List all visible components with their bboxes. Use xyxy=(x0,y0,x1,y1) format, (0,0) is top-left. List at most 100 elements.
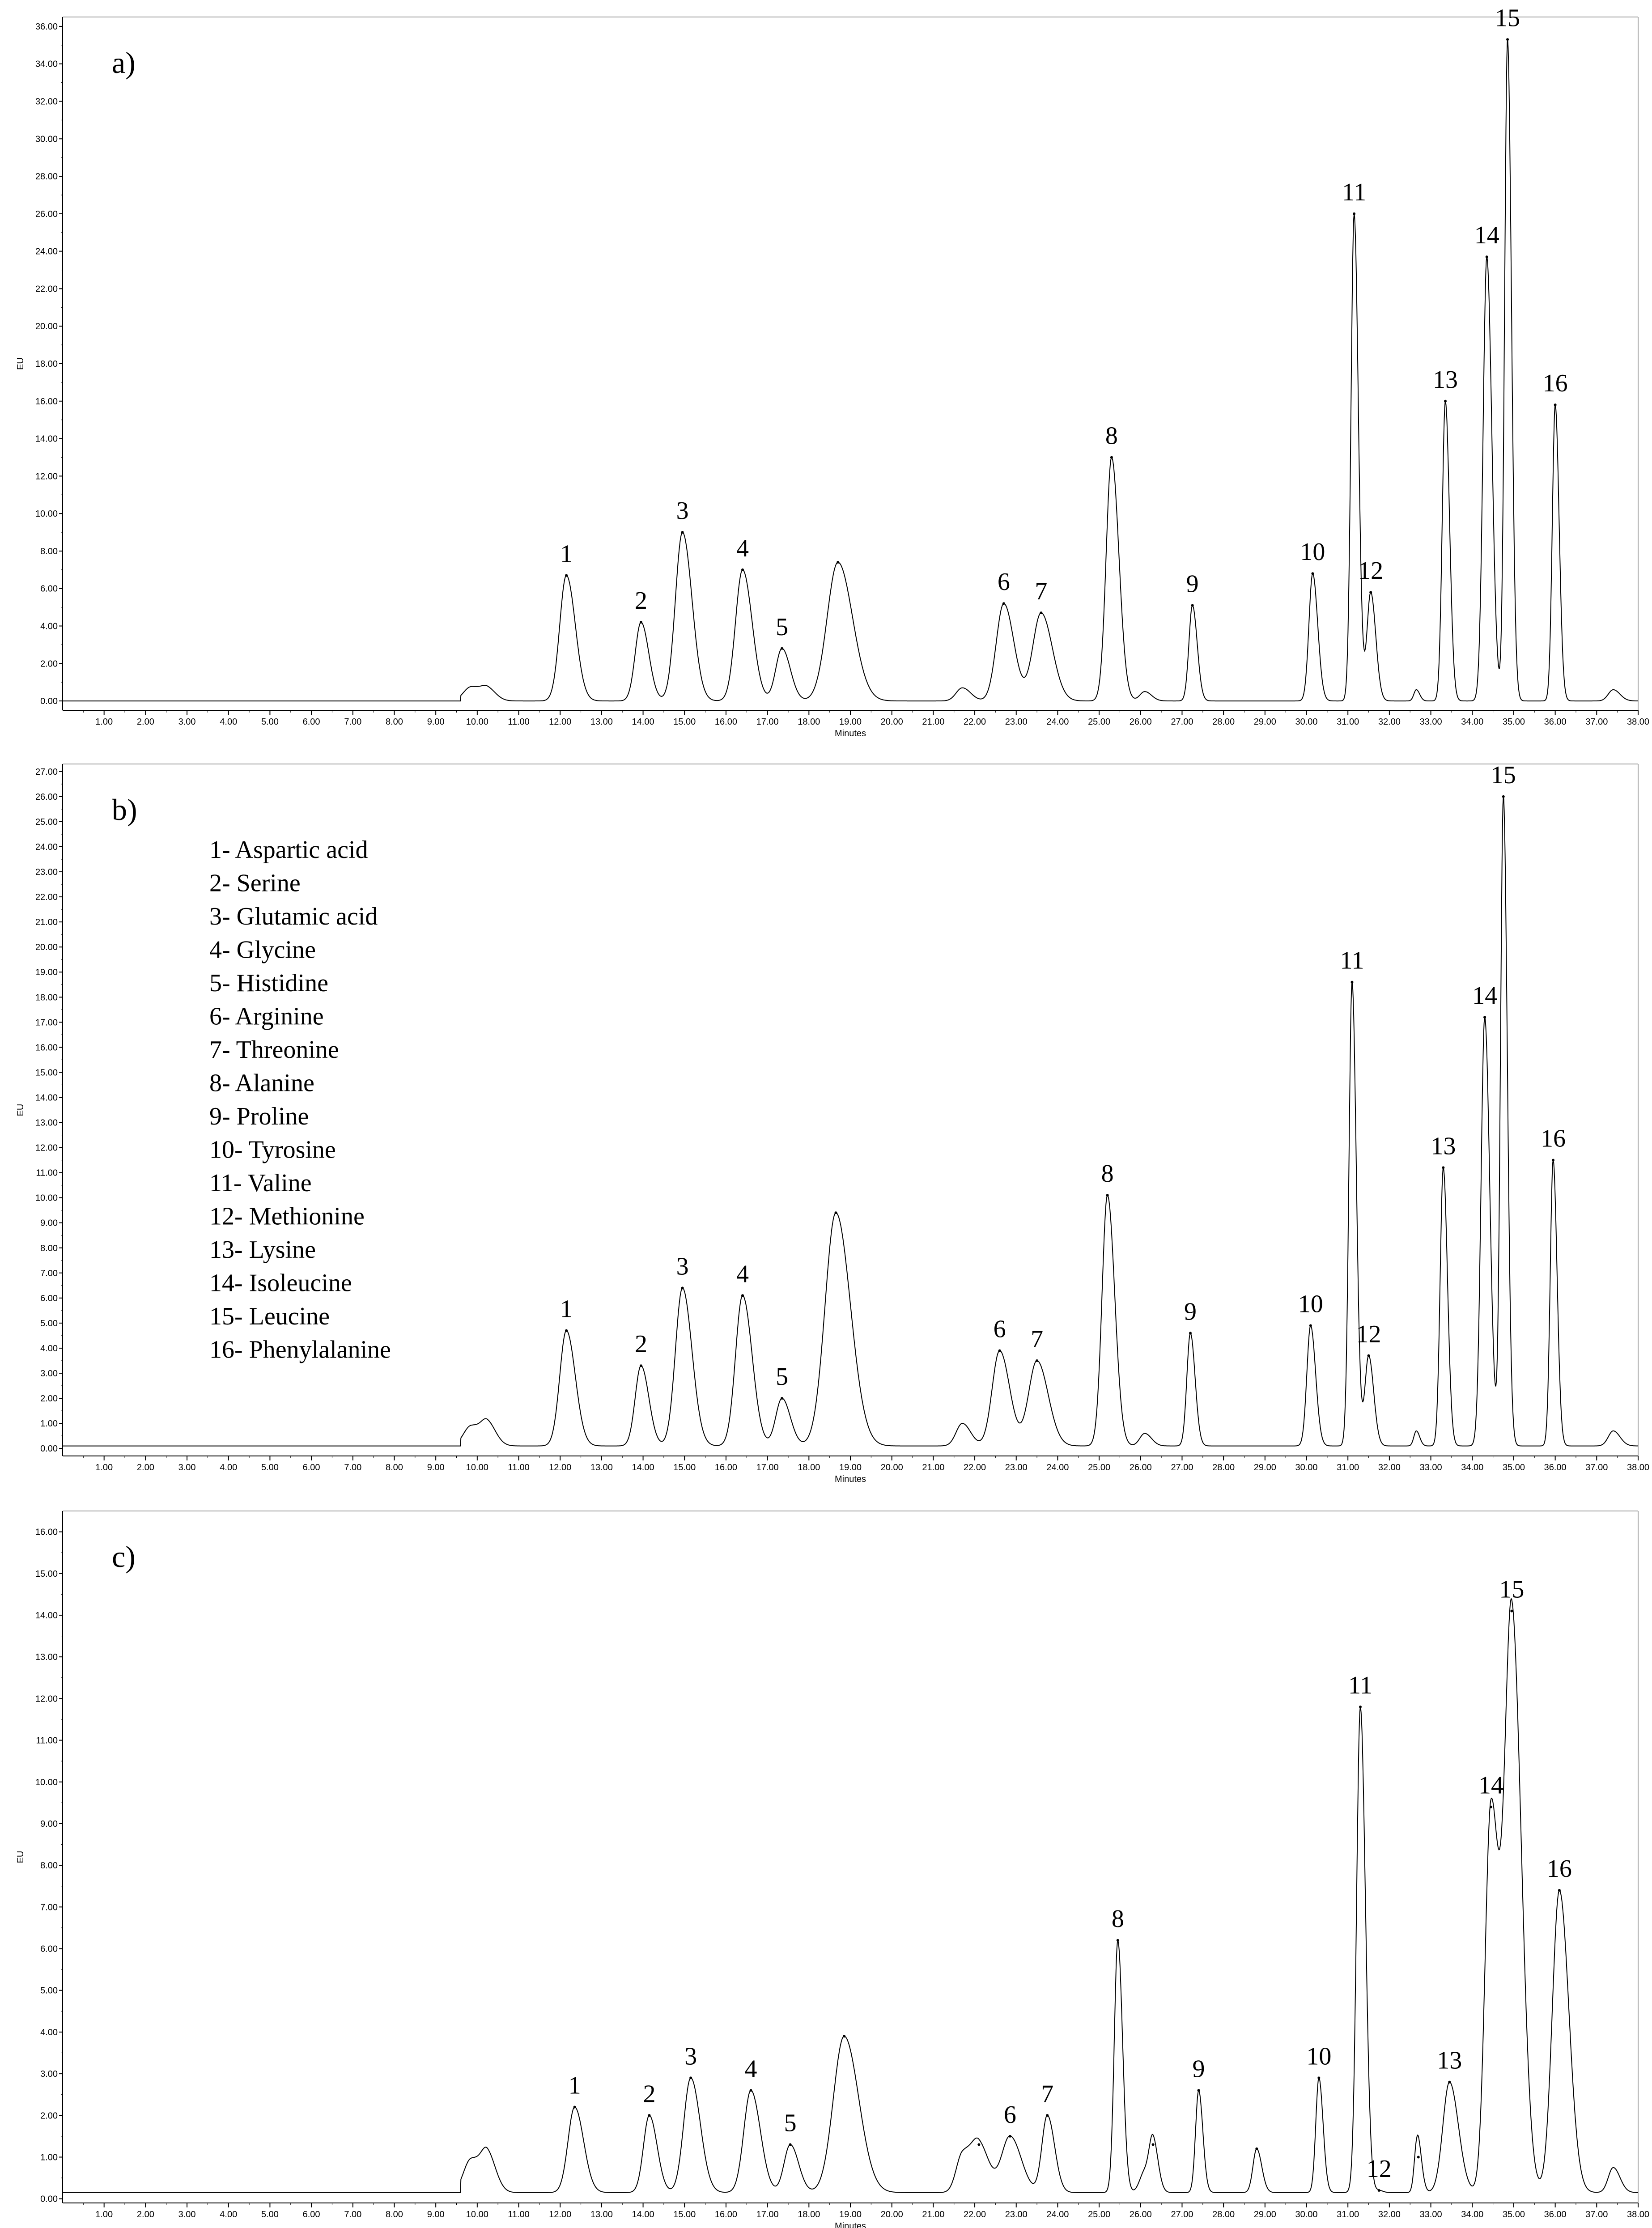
y-tick-label: 22.00 xyxy=(35,284,58,294)
x-axis-label: Minutes xyxy=(835,729,866,738)
x-tick-label: 14.00 xyxy=(632,2210,654,2220)
x-tick-label: 18.00 xyxy=(798,2210,820,2220)
legend-item: 5- Histidine xyxy=(209,969,328,997)
peak-point xyxy=(1116,1939,1119,1942)
x-tick-label: 26.00 xyxy=(1130,2210,1152,2220)
x-tick-label: 20.00 xyxy=(881,1463,903,1473)
peak-label: 7 xyxy=(1041,2080,1053,2108)
peak-label: 5 xyxy=(776,1363,788,1391)
peak-label: 12 xyxy=(1356,1320,1381,1348)
x-tick-label: 18.00 xyxy=(798,717,820,727)
peak-point xyxy=(1444,399,1447,403)
legend-item: 14- Isoleucine xyxy=(209,1269,352,1297)
x-tick-label: 18.00 xyxy=(798,1463,820,1473)
panel-b: 0.00 1.00 2.00 3.00 4.00 5.00 6.00 7.00 8.00 9.00… xyxy=(16,761,1649,1484)
y-axis-label: EU xyxy=(16,357,25,370)
panel-title: b) xyxy=(112,793,137,827)
x-tick-label: 15.00 xyxy=(673,1463,696,1473)
y-tick-label: 20.00 xyxy=(35,322,58,331)
x-tick-label: 11.00 xyxy=(508,717,530,727)
peak-label: 13 xyxy=(1431,1132,1456,1160)
x-tick-label: 23.00 xyxy=(1005,2210,1028,2220)
y-tick-label: 19.00 xyxy=(35,968,58,977)
peak-point xyxy=(1369,591,1372,594)
peak-label: 11 xyxy=(1340,947,1364,975)
peak-label: 9 xyxy=(1184,1298,1197,1325)
peak-point xyxy=(1448,2080,1451,2084)
x-tick-label: 29.00 xyxy=(1254,2210,1276,2220)
x-tick-label: 34.00 xyxy=(1461,1463,1483,1473)
x-tick-label: 22.00 xyxy=(964,717,986,727)
x-tick-label: 24.00 xyxy=(1046,1463,1069,1473)
peak-label: 12 xyxy=(1358,557,1383,585)
peak-label: 3 xyxy=(684,2042,697,2070)
y-tick-label: 11.00 xyxy=(36,1736,58,1746)
x-tick-label: 6.00 xyxy=(303,1463,320,1473)
peak-point xyxy=(1350,980,1354,984)
peak-point xyxy=(1353,212,1356,215)
x-tick-label: 38.00 xyxy=(1627,1463,1649,1473)
peak-point xyxy=(1377,2189,1380,2192)
x-tick-label: 21.00 xyxy=(922,717,944,727)
x-tick-label: 37.00 xyxy=(1585,1463,1608,1473)
y-tick-label: 26.00 xyxy=(35,209,58,219)
y-tick-label: 3.00 xyxy=(40,1369,58,1379)
x-tick-label: 15.00 xyxy=(673,2210,696,2220)
peak-point xyxy=(639,621,642,624)
peak-point xyxy=(1317,2076,1321,2079)
peak-label: 8 xyxy=(1105,422,1118,450)
peak-point xyxy=(837,561,840,564)
x-tick-label: 1.00 xyxy=(95,2210,113,2220)
x-tick-label: 33.00 xyxy=(1420,2210,1442,2220)
x-tick-label: 5.00 xyxy=(261,2210,279,2220)
x-tick-label: 33.00 xyxy=(1420,717,1442,727)
y-tick-label: 12.00 xyxy=(35,1143,58,1153)
y-tick-label: 22.00 xyxy=(35,892,58,902)
x-tick-label: 9.00 xyxy=(427,1463,445,1473)
x-tick-label: 19.00 xyxy=(839,2210,862,2220)
x-tick-label: 32.00 xyxy=(1378,1463,1401,1473)
peak-point xyxy=(1485,255,1488,259)
y-tick-label: 0.00 xyxy=(40,2194,58,2204)
peak-label: 1 xyxy=(569,2072,581,2100)
peak-label: 6 xyxy=(994,1316,1006,1343)
x-tick-label: 2.00 xyxy=(137,1463,154,1473)
y-tick-label: 36.00 xyxy=(35,22,58,32)
peak-point xyxy=(1510,1609,1513,1613)
peak-point xyxy=(1558,1889,1561,1892)
peak-point xyxy=(1189,1332,1192,1335)
x-tick-label: 8.00 xyxy=(386,2210,403,2220)
legend-item: 4- Glycine xyxy=(209,936,316,964)
peak-label: 4 xyxy=(736,535,749,562)
panel-c: 0.00 1.00 2.00 3.00 4.00 5.00 6.00 7.00 8.00 9.00… xyxy=(16,1511,1649,2228)
y-tick-label: 13.00 xyxy=(35,1118,58,1128)
peak-point xyxy=(1359,1706,1362,1709)
peak-point xyxy=(1255,2147,1258,2150)
x-tick-label: 27.00 xyxy=(1171,2210,1193,2220)
y-tick-label: 7.00 xyxy=(40,1269,58,1278)
y-tick-label: 1.00 xyxy=(40,1419,58,1429)
y-axis-label: EU xyxy=(16,1851,25,1863)
peak-point xyxy=(565,1329,568,1332)
y-tick-label: 2.00 xyxy=(40,659,58,669)
x-tick-label: 12.00 xyxy=(549,2210,571,2220)
x-tick-label: 26.00 xyxy=(1130,717,1152,727)
x-tick-label: 24.00 xyxy=(1046,717,1069,727)
x-tick-label: 10.00 xyxy=(466,717,488,727)
peak-label: 9 xyxy=(1186,570,1199,598)
x-tick-label: 1.00 xyxy=(95,1463,113,1473)
y-tick-label: 34.00 xyxy=(35,59,58,69)
peak-point xyxy=(1311,572,1314,575)
x-tick-label: 38.00 xyxy=(1627,2210,1649,2220)
x-tick-label: 21.00 xyxy=(922,2210,944,2220)
x-tick-label: 13.00 xyxy=(590,1463,613,1473)
x-tick-label: 11.00 xyxy=(508,1463,530,1473)
x-tick-label: 14.00 xyxy=(632,717,654,727)
peak-point xyxy=(977,2143,981,2146)
x-tick-label: 4.00 xyxy=(220,717,237,727)
y-tick-label: 6.00 xyxy=(40,1944,58,1954)
peak-label: 16 xyxy=(1543,369,1568,397)
x-tick-label: 35.00 xyxy=(1503,2210,1525,2220)
y-tick-label: 6.00 xyxy=(40,1294,58,1303)
